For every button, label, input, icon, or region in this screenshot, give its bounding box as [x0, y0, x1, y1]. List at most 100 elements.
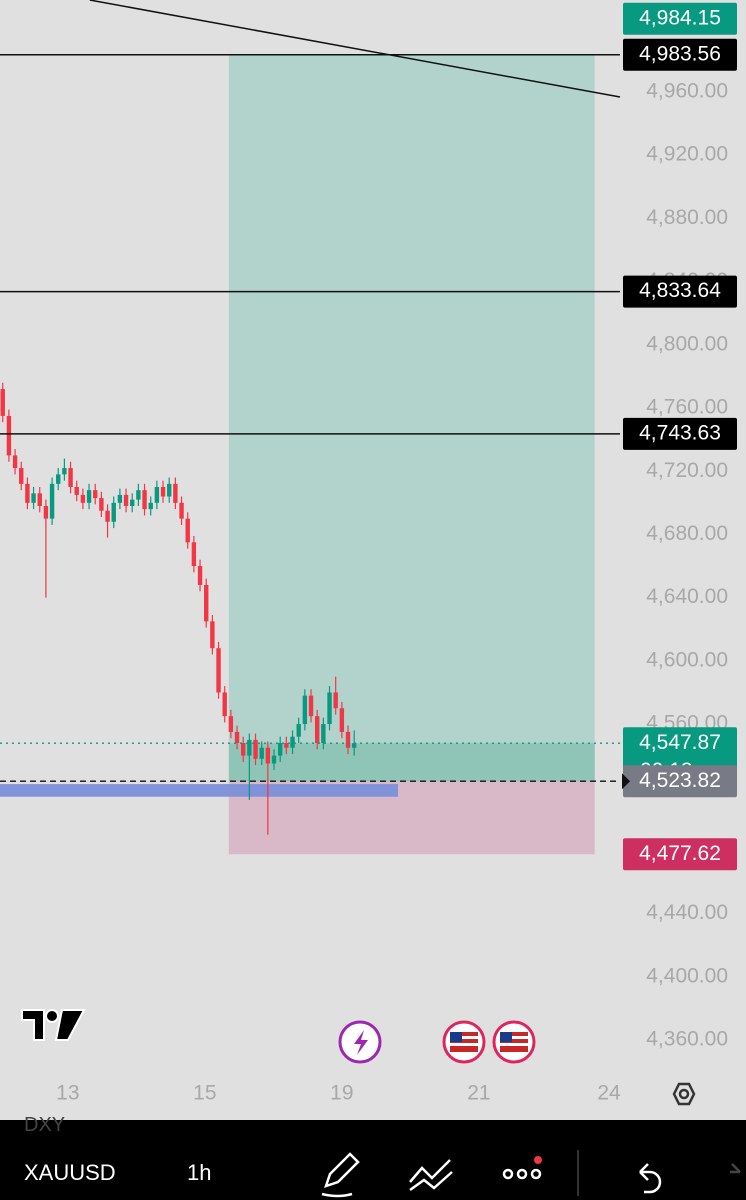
undo-icon[interactable]	[639, 1163, 662, 1194]
plot: 4,360.004,400.004,440.004,480.004,520.00…	[0, 0, 737, 1105]
candle-body	[259, 747, 264, 759]
candle-body	[314, 716, 320, 744]
y-tick-label: 4,960.00	[646, 80, 728, 103]
candle-body	[105, 510, 110, 522]
candle-body	[277, 743, 283, 756]
candle-body	[290, 736, 295, 748]
price-label: 4,477.62	[623, 838, 737, 871]
candle-body	[339, 708, 345, 732]
candle-body	[111, 502, 116, 522]
candle-body	[271, 755, 277, 764]
hidden-symbol: DXY	[24, 1114, 66, 1136]
candle-body	[302, 695, 308, 725]
target-area	[228, 54, 595, 782]
candle-body	[253, 739, 258, 759]
candle-body	[68, 468, 73, 488]
candle-body	[148, 502, 153, 510]
candle-body	[265, 747, 271, 764]
price-label-text: 4,477.62	[639, 842, 721, 865]
candle-body	[6, 415, 12, 456]
candle-body	[123, 494, 129, 506]
price-label-text: 4,983.56	[639, 42, 721, 65]
candle-body	[93, 490, 98, 499]
candle-body	[173, 483, 178, 503]
candle-body	[154, 487, 160, 503]
settings-icon[interactable]	[672, 1082, 696, 1106]
price-label-box	[623, 275, 737, 308]
candle-body	[216, 648, 221, 693]
price-label-text: 4,743.63	[639, 421, 721, 444]
candle-body	[12, 455, 18, 469]
price-label-box	[623, 417, 737, 450]
price-label: 4,833.64	[623, 275, 737, 308]
candle-body	[37, 493, 42, 506]
candle-body	[345, 731, 351, 748]
price-label-text: 4,547.87	[639, 731, 721, 754]
trend-line	[89, 0, 621, 98]
draw-icon[interactable]	[321, 1152, 360, 1198]
x-tick-label: 13	[56, 1082, 79, 1105]
candle-body	[351, 743, 357, 748]
symbol[interactable]: XAUUSD	[24, 1160, 116, 1185]
candle-body	[0, 389, 5, 416]
candle-body	[43, 505, 49, 519]
price-label-box	[623, 38, 737, 71]
interval[interactable]: 1h	[187, 1160, 212, 1185]
candle-body	[284, 743, 289, 748]
indicators-icon[interactable]	[409, 1159, 453, 1192]
price-label-text: 4,833.64	[639, 279, 721, 302]
candle-body	[210, 621, 215, 649]
zone	[0, 784, 399, 797]
y-tick-label: 4,360.00	[646, 1028, 728, 1051]
y-tick-label: 4,800.00	[646, 332, 728, 355]
lightning-icon[interactable]	[338, 1020, 382, 1064]
y-tick-label: 4,400.00	[646, 964, 728, 987]
x-tick-label: 21	[467, 1082, 490, 1105]
y-tick-label: 4,680.00	[646, 522, 728, 545]
more-icon[interactable]	[502, 1156, 542, 1180]
price-label-box	[623, 838, 737, 871]
price-label-box	[623, 2, 737, 35]
candle-body	[130, 499, 135, 506]
price-label: 4,984.15	[623, 2, 737, 35]
x-tick-label: 24	[597, 1082, 621, 1105]
y-tick-label: 4,440.00	[646, 901, 728, 924]
price-label-text: 4,984.15	[639, 6, 721, 29]
candle-body	[80, 494, 86, 503]
candle-body	[49, 483, 55, 519]
redo-icon[interactable]	[730, 1163, 741, 1174]
toolbar-icons	[321, 1150, 741, 1198]
x-tick-label: 19	[330, 1082, 353, 1105]
candle-body	[167, 483, 172, 497]
us-event-icon[interactable]	[492, 1020, 536, 1064]
candle-body	[62, 468, 67, 475]
candle-body	[333, 692, 338, 709]
y-tick-label: 4,880.00	[646, 206, 728, 229]
candle-body	[25, 483, 30, 503]
y-tick-label: 4,760.00	[646, 396, 728, 419]
candle-body	[222, 692, 227, 717]
price-label: 4,743.63	[623, 417, 737, 450]
candle-body	[31, 493, 36, 503]
candle-body	[117, 494, 123, 503]
x-tick-label: 15	[193, 1082, 216, 1105]
y-tick-label: 4,600.00	[646, 648, 728, 671]
candle-body	[179, 502, 184, 519]
candle-body	[160, 487, 166, 497]
y-tick-label: 4,640.00	[646, 585, 728, 608]
bottom-toolbar: DXY XAUUSD 1h	[0, 1114, 746, 1200]
us-event-icon[interactable]	[442, 1020, 486, 1064]
candle-body	[234, 731, 240, 744]
candle-body	[142, 490, 147, 510]
candle-body	[321, 724, 326, 744]
candle-body	[19, 468, 24, 484]
price-label-box	[623, 765, 737, 798]
candle-body	[56, 474, 61, 484]
candle-body	[204, 584, 209, 622]
candle-body	[197, 566, 203, 585]
candle-body	[86, 490, 92, 503]
candle-body	[185, 518, 190, 543]
candle-body	[308, 695, 314, 717]
candle-body	[136, 490, 141, 500]
candle-body	[327, 692, 332, 725]
